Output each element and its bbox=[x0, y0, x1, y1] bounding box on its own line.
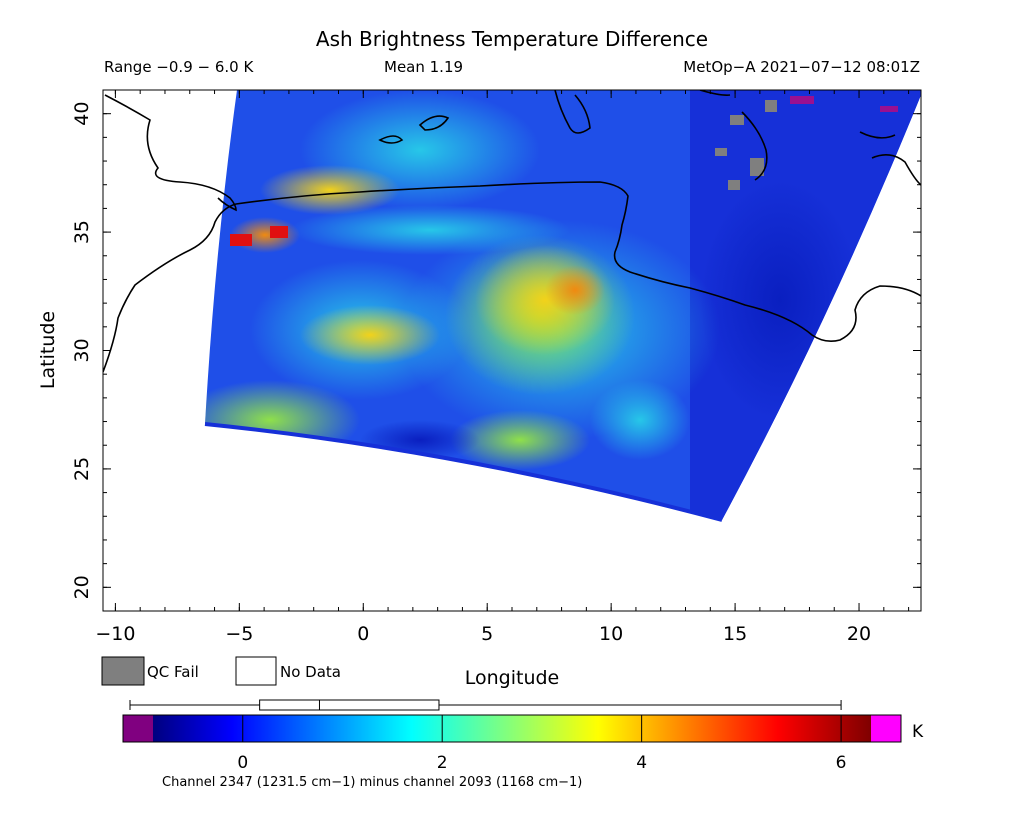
coastlines bbox=[103, 90, 921, 373]
colorbar-tick-label: 6 bbox=[836, 753, 847, 773]
qc-fail-swatch bbox=[101, 656, 145, 686]
map-title: Ash Brightness Temperature Difference bbox=[316, 27, 708, 51]
x-tick-label: −10 bbox=[95, 623, 135, 645]
colorbar-ticks: 0 2 4 6 bbox=[237, 715, 846, 773]
no-data-swatch bbox=[235, 656, 277, 686]
qc-fail-label: QC Fail bbox=[147, 663, 199, 681]
colorbar-tick-label: 0 bbox=[237, 753, 248, 773]
y-tick-label: 30 bbox=[71, 338, 93, 362]
x-tick-label: −5 bbox=[225, 623, 253, 645]
colorbar-tick-label: 2 bbox=[437, 753, 448, 773]
x-tick-label: 20 bbox=[847, 623, 871, 645]
x-tick-label: 10 bbox=[599, 623, 623, 645]
mean-label: Mean 1.19 bbox=[384, 58, 463, 76]
colorbar-tick-label: 4 bbox=[636, 753, 647, 773]
colorbar-under-swatch bbox=[123, 715, 153, 742]
distribution-boxplot bbox=[129, 699, 842, 711]
boxplot-box bbox=[259, 699, 440, 711]
no-data-label: No Data bbox=[280, 663, 341, 681]
colorbar-caption: Channel 2347 (1231.5 cm−1) minus channel… bbox=[162, 775, 582, 790]
x-tick-label: 5 bbox=[481, 623, 493, 645]
y-tick-label: 35 bbox=[71, 220, 93, 244]
x-axis: −10 −5 0 5 10 15 20 bbox=[95, 90, 910, 645]
plot-area bbox=[103, 90, 921, 522]
colorbar-gradient bbox=[153, 715, 871, 742]
x-tick-label: 0 bbox=[357, 623, 369, 645]
x-tick-label: 15 bbox=[723, 623, 747, 645]
range-label: Range −0.9 − 6.0 K bbox=[104, 58, 254, 76]
y-tick-label: 40 bbox=[71, 102, 93, 126]
colorbar-over-swatch bbox=[871, 715, 901, 742]
x-axis-label: Longitude bbox=[465, 667, 560, 689]
colorbar-unit: K bbox=[912, 722, 924, 742]
y-axis: 40 35 30 25 20 bbox=[71, 102, 921, 599]
satellite-time-label: MetOp−A 2021−07−12 08:01Z bbox=[683, 58, 920, 76]
y-tick-label: 20 bbox=[71, 575, 93, 599]
y-axis-label: Latitude bbox=[37, 311, 59, 389]
y-tick-label: 25 bbox=[71, 457, 93, 481]
colorbar-frame bbox=[122, 714, 902, 743]
